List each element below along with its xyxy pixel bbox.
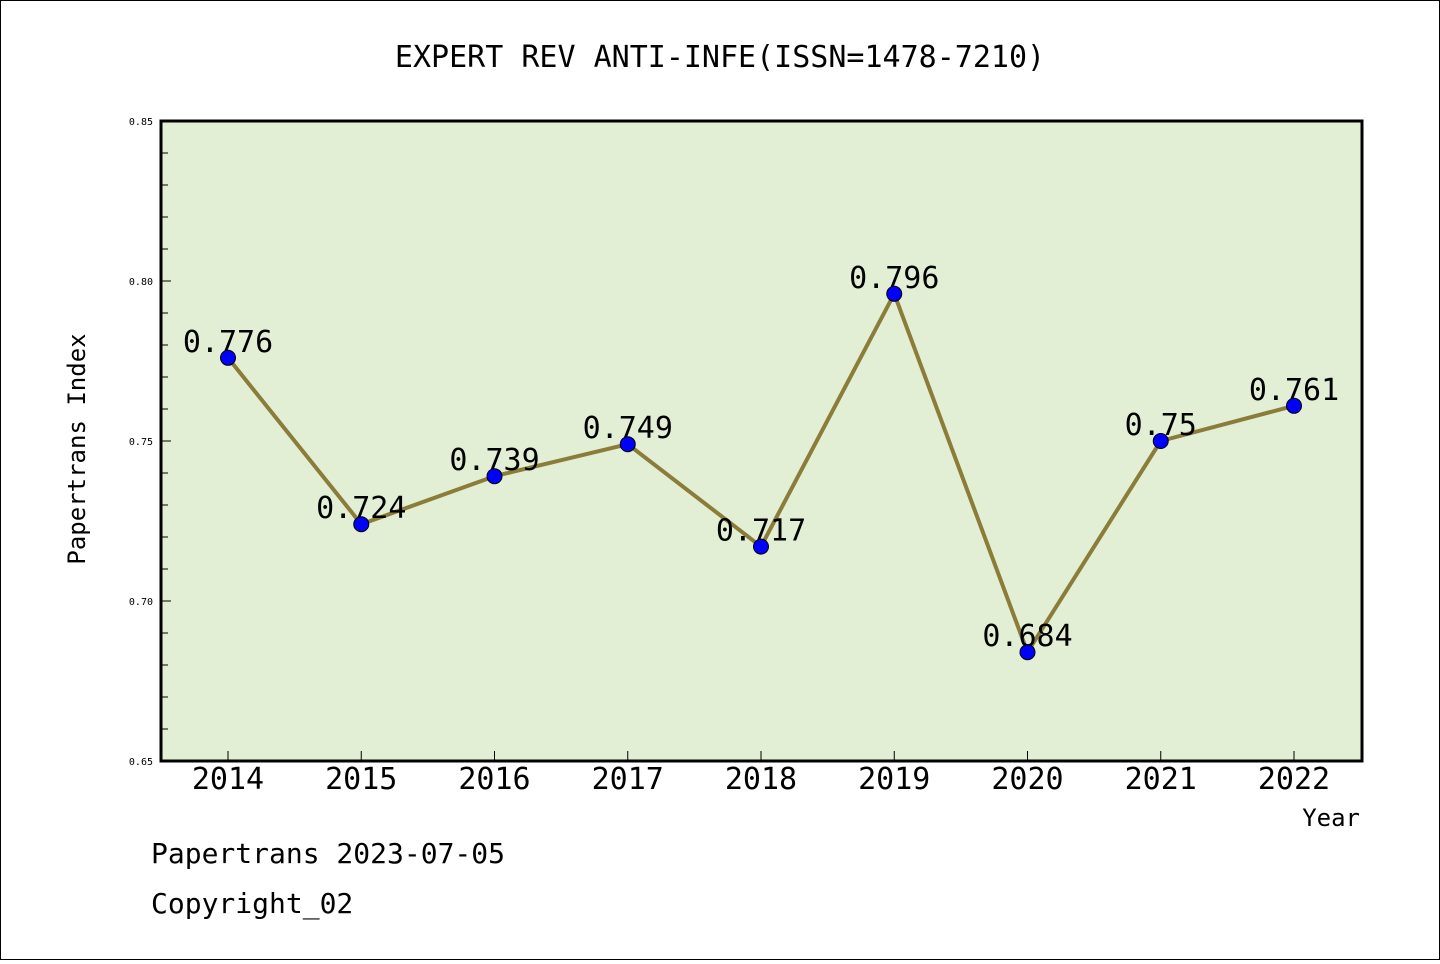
data-point (353, 516, 370, 533)
x-tick-label: 2020 (991, 762, 1063, 797)
markers (220, 285, 1302, 661)
y-tick-label: 0.80 (129, 277, 153, 288)
x-tick-label: 2019 (858, 762, 930, 797)
x-tick-labels: 2014 2015 2016 2017 2018 2019 2020 2021 2022 (192, 762, 1330, 797)
chart-title: EXPERT REV ANTI-INFE(ISSN=1478-7210) (395, 40, 1045, 75)
data-point (1019, 644, 1036, 661)
y-tick-labels: 0.65 0.70 0.75 0.80 0.85 (129, 117, 153, 768)
y-minor-ticks (161, 152, 171, 730)
data-point (886, 285, 903, 302)
y-tick-label: 0.70 (129, 597, 153, 608)
data-point (486, 468, 503, 485)
data-labels: 0.7760.7240.7390.7490.7170.7960.6840.750… (183, 261, 1339, 654)
x-tick-label: 2014 (192, 762, 264, 797)
x-tick-label: 2022 (1258, 762, 1330, 797)
x-axis-label: Year (1302, 804, 1360, 832)
footer-date-line: Papertrans 2023-07-05 (151, 837, 506, 870)
data-point (1152, 433, 1169, 449)
y-tick-label: 0.85 (129, 117, 153, 128)
data-point (220, 349, 236, 366)
x-tick-label: 2016 (458, 762, 530, 797)
x-tick-label: 2018 (725, 762, 797, 797)
data-point (1286, 397, 1302, 414)
x-tick-label: 2021 (1125, 762, 1197, 797)
data-point (753, 538, 769, 555)
x-ticks (227, 751, 1295, 761)
y-tick-label: 0.65 (129, 757, 153, 768)
data-point (619, 436, 636, 453)
x-tick-label: 2015 (325, 762, 397, 797)
y-tick-label: 0.75 (129, 437, 153, 448)
y-axis-label: Papertrans Index (63, 333, 91, 564)
footer-copyright-line: Copyright_02 (151, 887, 354, 920)
x-tick-label: 2017 (592, 762, 664, 797)
